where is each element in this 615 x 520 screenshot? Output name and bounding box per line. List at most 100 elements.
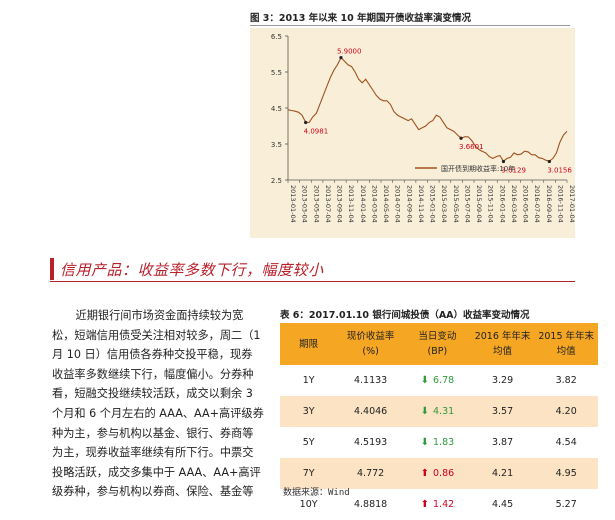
x-tick-label: 2016-05-04 [522, 185, 530, 223]
change-number: 1.42 [433, 499, 455, 511]
body-line: 个月和 6 个月左右的 AAA、AA+高评级券 [52, 406, 264, 420]
table-header-text: 均值 [493, 346, 513, 357]
change-number: 1.83 [433, 437, 455, 449]
legend-label: 国开债到期收益率:10年 [441, 164, 515, 173]
annotation-label: 3.6601 [459, 143, 484, 151]
table-row: 3Y 4.4046 ⬇ 4.31 3.57 4.20 [280, 396, 598, 427]
x-tick-label: 2013-05-04 [312, 185, 320, 223]
change-number: 0.86 [433, 468, 455, 480]
arrow-up-icon: ⬆ [420, 498, 429, 510]
y-tick-label: 2.5 [271, 177, 282, 185]
table-cell-avg2015: 4.95 [534, 458, 598, 489]
table-cell-yield: 4.5193 [337, 427, 404, 458]
x-tick-label: 2015-03-04 [440, 185, 448, 223]
table-header-cell: 现价收益率 (%) [337, 323, 404, 365]
table-row: 5Y 4.5193 ⬇ 1.83 3.87 4.54 [280, 427, 598, 458]
table-header-row: 期限 现价收益率 (%) 当日变动 (BP) 2016 年年末 均值 2015 年年末 均值 [280, 323, 598, 365]
x-tick-label: 2015-01-04 [429, 185, 437, 223]
section-heading: 信用产品：收益率多数下行，幅度较小 [50, 256, 590, 282]
x-tick-label: 2015-09-04 [475, 185, 483, 223]
annotation-label: 3.0156 [547, 166, 572, 174]
x-tick-label: 2014-05-04 [382, 185, 390, 223]
change-value: ⬆ 0.86 [421, 468, 455, 479]
x-tick-label: 2015-07-04 [463, 185, 471, 223]
annotation-label: 3.0129 [501, 167, 526, 175]
x-tick-label: 2017-01-04 [568, 185, 575, 223]
body-line: 松，短端信用债受关注相对较多，周二（1 [52, 328, 261, 342]
table-cell-yield: 4.4046 [337, 396, 404, 427]
x-tick-label: 2013-09-04 [336, 185, 344, 223]
table-cell-change: ⬆ 0.86 [404, 458, 471, 489]
x-tick-label: 2014-03-04 [370, 185, 378, 223]
chart-panel: 2.5 3.5 4.5 5.5 6.5 2013-01-04 2013-03-04 2013-… [250, 28, 575, 238]
table-header-text: 均值 [556, 346, 576, 357]
table-cell-change: ⬇ 1.83 [404, 427, 471, 458]
change-value: ⬇ 6.78 [421, 375, 455, 386]
body-line: 月 10 日）信用债各券种交投平稳，现券 [52, 348, 253, 362]
table-header-cell: 期限 [280, 323, 338, 365]
body-line: 级券种，参与机构以券商、保险、基金等 [52, 485, 254, 499]
table-header-cell: 2016 年年末 均值 [470, 323, 535, 365]
table-header-text: (%) [362, 346, 379, 357]
section-title: 信用产品：收益率多数下行，幅度较小 [60, 261, 324, 279]
table-cell-term: 1Y [280, 365, 338, 396]
annotation-label: 5.9000 [337, 48, 362, 56]
body-line: 投略活跃，成交多集中于 AAA、AA+高评 [52, 465, 261, 479]
y-tick-label: 5.5 [271, 69, 282, 77]
annotation-point [459, 136, 463, 140]
table-title: 表 6：2017.01.10 银行间城投债（AA）收益率变动情况 [280, 310, 530, 321]
table-cell-avg2015: 5.27 [534, 489, 598, 520]
x-tick-label: 2014-11-04 [417, 185, 425, 223]
table-cell-term: 5Y [280, 427, 338, 458]
x-tick-label: 2013-01-04 [289, 185, 297, 223]
annotation-point [304, 120, 308, 125]
change-value: ⬇ 4.31 [421, 406, 455, 417]
x-tick-label: 2014-09-04 [405, 185, 413, 223]
table-cell-change: ⬇ 4.31 [404, 396, 471, 427]
table-header-text: 期限 [299, 338, 319, 350]
figure-title-rule [250, 25, 570, 26]
body-line: 收益率多数继续下行，幅度偏小。分券种 [52, 367, 254, 381]
table-cell-change: ⬆ 1.42 [404, 489, 471, 520]
body-line: 为主，现券收益率继续有所下行。中票交 [52, 446, 254, 460]
x-tick-label: 2016-03-04 [510, 185, 518, 223]
section-rule [50, 281, 575, 282]
table-cell-term: 7Y [280, 458, 338, 489]
change-value: ⬆ 1.42 [421, 499, 455, 510]
table-header-text: 现价收益率 [346, 331, 395, 342]
x-tick-label: 2016-07-04 [533, 185, 541, 223]
arrow-down-icon: ⬇ [420, 374, 429, 386]
x-tick-label: 2014-01-04 [359, 185, 367, 223]
arrow-down-icon: ⬇ [420, 405, 429, 417]
arrow-up-icon: ⬆ [420, 467, 429, 479]
annotation-point [501, 159, 506, 164]
annotation-label: 4.0981 [304, 127, 329, 135]
change-number: 6.78 [433, 375, 455, 387]
body-line: 看，短融交投继续较活跃，成交以剩余 3 [52, 387, 253, 401]
table-cell-avg2015: 4.54 [534, 427, 598, 458]
body-paragraph: 近期银行间市场资金面持续较为宽 松，短端信用债受关注相对较多，周二（1 月 10 日… [52, 306, 270, 502]
change-value: ⬇ 1.83 [421, 437, 455, 448]
table-header-text: (BP) [427, 346, 448, 357]
data-source: 数据来源：Wind [283, 488, 350, 498]
x-tick-label: 2016-01-04 [498, 185, 506, 223]
section-marker [50, 258, 54, 280]
body-line: 种为主，参与机构以基金、银行、券商等 [52, 426, 254, 440]
series-line [287, 56, 568, 163]
x-tick-label: 2015-05-04 [452, 185, 460, 223]
table-cell-avg2016: 4.45 [470, 489, 535, 520]
table-row: 1Y 4.1133 ⬇ 6.78 3.29 3.82 [280, 365, 598, 396]
table-cell-avg2016: 3.57 [470, 396, 535, 427]
table-header-text: 当日变动 [418, 331, 457, 342]
x-tick-label: 2013-07-04 [324, 185, 332, 223]
table-cell-yield: 4.1133 [337, 365, 404, 396]
x-tick-label: 2016-09-04 [545, 185, 553, 223]
annotation-point [547, 159, 551, 164]
table-cell-yield: 4.772 [337, 458, 404, 489]
x-tick-label: 2015-11-04 [487, 185, 495, 223]
table-header-cell: 当日变动 (BP) [404, 323, 471, 365]
table-cell-change: ⬇ 6.78 [404, 365, 471, 396]
table-cell-avg2015: 4.20 [534, 396, 598, 427]
table-cell-term: 3Y [280, 396, 338, 427]
